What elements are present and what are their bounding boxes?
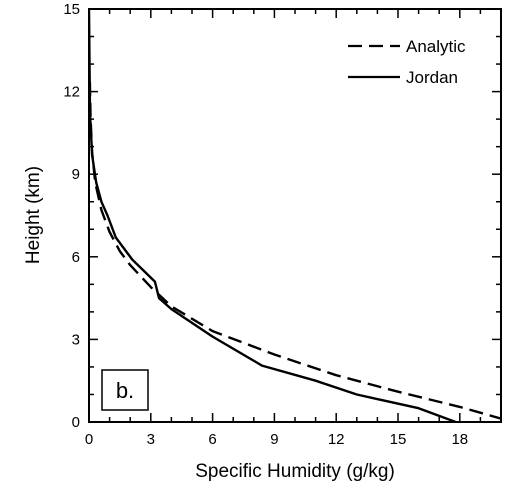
y-tick-label: 6 [72, 249, 80, 266]
y-tick-label: 0 [72, 414, 80, 431]
y-tick-label: 12 [63, 84, 80, 101]
plot-frame [88, 8, 502, 423]
y-tick-label: 3 [72, 331, 80, 348]
x-tick-label: 6 [208, 431, 216, 448]
x-tick-label: 18 [451, 431, 468, 448]
x-tick-label: 3 [147, 431, 155, 448]
panel-label-box: b. [101, 369, 149, 411]
x-tick-label: 9 [270, 431, 278, 448]
y-tick-label: 15 [63, 1, 80, 18]
y-tick-label: 9 [72, 166, 80, 183]
legend: Analytic Jordan [348, 37, 466, 87]
series-layer [89, 9, 501, 422]
x-axis-title: Specific Humidity (g/kg) [195, 461, 395, 482]
x-tick-label: 0 [85, 431, 93, 448]
x-tick-label: 12 [328, 431, 345, 448]
tick-labels: 0 3 6 9 12 15 18 0 3 6 9 12 15 [63, 1, 468, 448]
panel-label-frame [101, 369, 149, 411]
legend-label-analytic: Analytic [406, 37, 466, 56]
y-axis-title: Height (km) [23, 166, 44, 264]
panel-label: b. [116, 378, 134, 403]
legend-label-jordan: Jordan [406, 68, 458, 87]
series-line-jordan [89, 9, 457, 422]
x-tick-label: 15 [390, 431, 407, 448]
